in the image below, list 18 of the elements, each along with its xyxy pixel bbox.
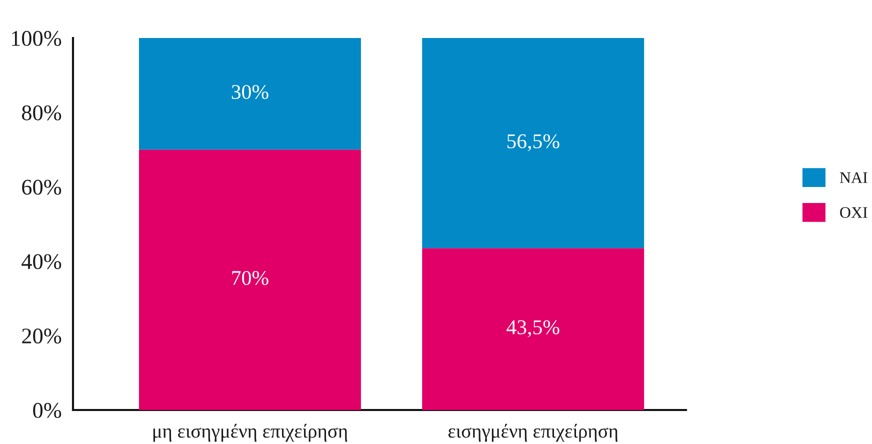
bar [422,38,644,248]
x-tick-label: μη εισηγμένη επιχείρηση [153,424,348,442]
y-tick-label: 20% [22,328,62,344]
y-tick-label: 80% [22,105,62,120]
legend-label: ΟΧΙ [840,207,868,218]
y-tick-label: 40% [22,254,62,270]
bar [422,248,644,410]
data-label: 70% [232,270,268,286]
legend-label: ΝΑΙ [840,172,868,183]
data-label: 30% [232,84,268,100]
data-label: 56,5% [507,134,560,152]
y-tick-label: 100% [12,30,62,46]
y-tick-label: 60% [22,180,62,195]
y-tick-label: 0% [33,402,62,418]
bar [138,150,361,410]
bar [138,38,361,150]
x-tick-label: εισηγμένη επιχείρηση [448,424,618,442]
data-label: 43,5% [506,320,560,338]
